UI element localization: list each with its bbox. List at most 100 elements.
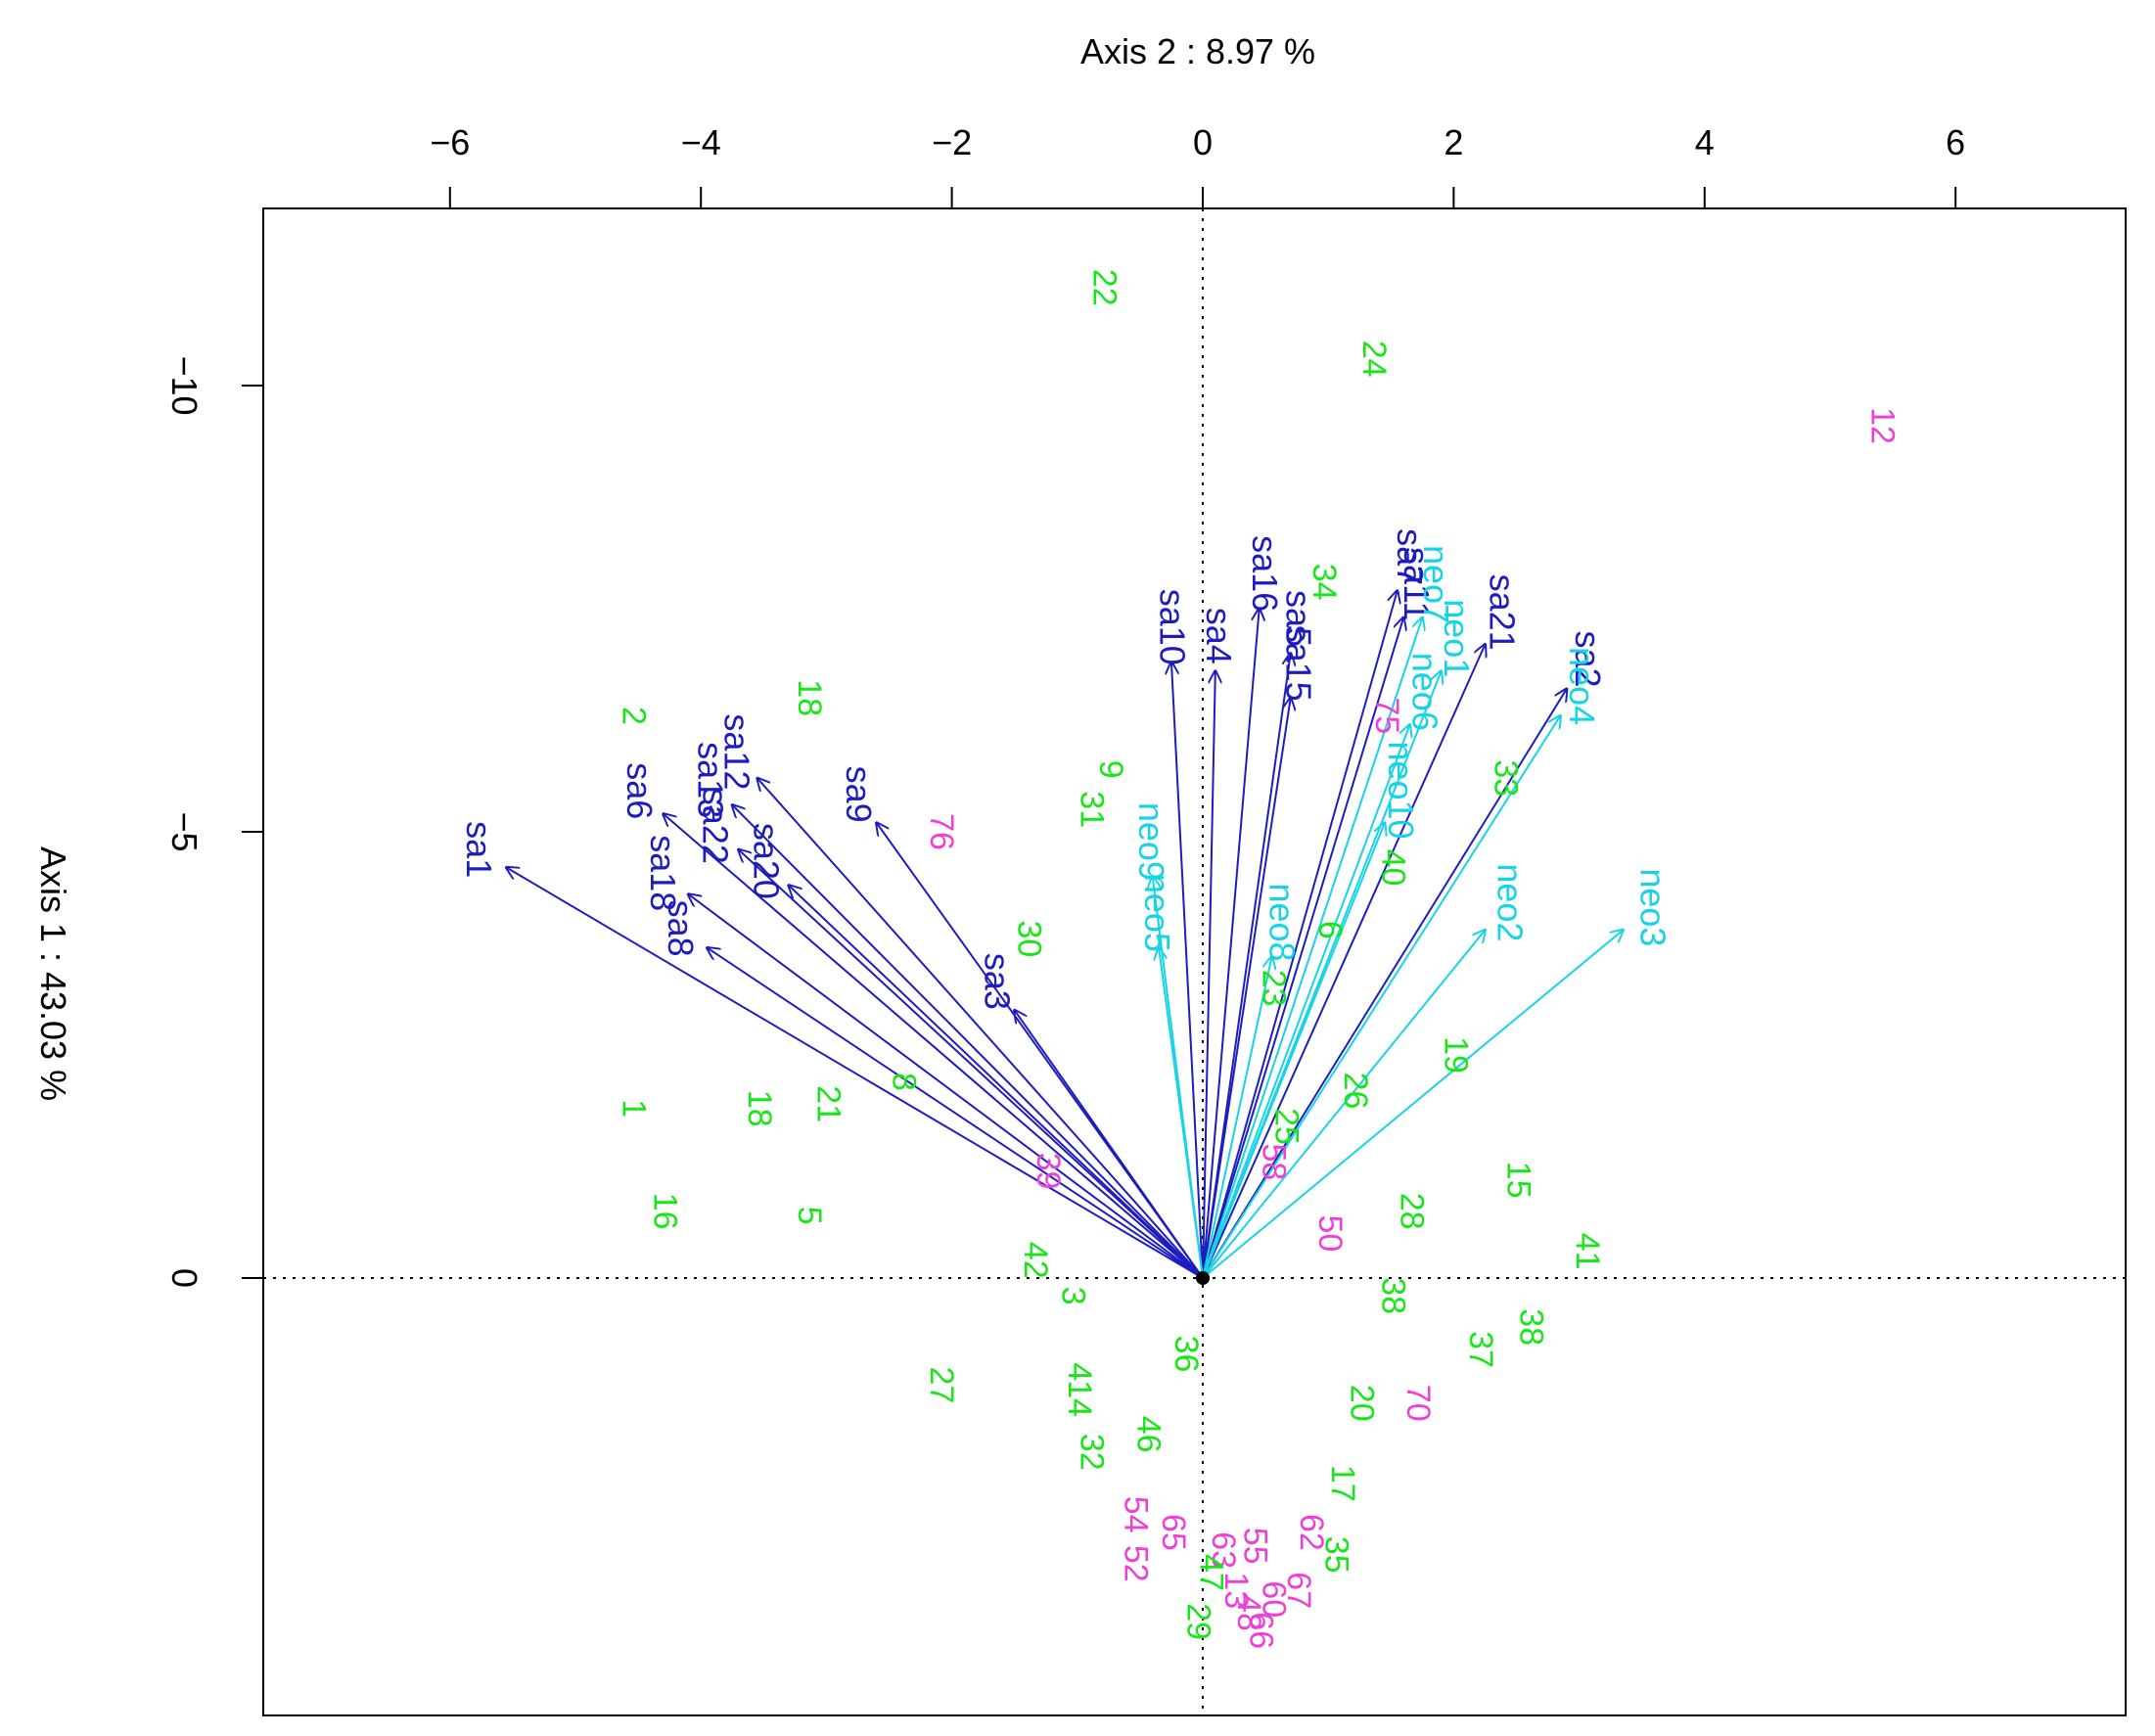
arrow-label-sa4: sa4 xyxy=(1199,608,1239,664)
y-tick-label: −5 xyxy=(164,811,205,851)
x-tick-label: −6 xyxy=(430,122,470,162)
arrow-label-sa9: sa9 xyxy=(839,766,879,823)
point-36: 36 xyxy=(1168,1336,1205,1373)
arrow-label-sa12: sa12 xyxy=(716,713,757,790)
arrow-sa10 xyxy=(1171,662,1204,1279)
arrow-neo5 xyxy=(1159,948,1204,1279)
point-32: 32 xyxy=(1074,1434,1111,1471)
arrow-label-sa20: sa20 xyxy=(746,823,786,899)
arrow-label-neo5: neo5 xyxy=(1137,874,1177,952)
arrow-sa5 xyxy=(1202,654,1291,1279)
arrow-neo2 xyxy=(1202,930,1485,1279)
point-65: 65 xyxy=(1155,1514,1192,1551)
arrow-label-sa10: sa10 xyxy=(1153,589,1193,665)
point-4: 4 xyxy=(1061,1362,1098,1381)
arrow-sa11 xyxy=(1202,617,1403,1279)
arrow-sa20 xyxy=(789,886,1204,1279)
arrow-label-neo9: neo9 xyxy=(1131,802,1171,881)
x-tick-label: 2 xyxy=(1444,122,1463,162)
point-15: 15 xyxy=(1500,1162,1537,1199)
point-38: 38 xyxy=(1512,1308,1549,1346)
point-67: 67 xyxy=(1280,1572,1317,1609)
point-55: 55 xyxy=(1236,1528,1273,1565)
arrow-label-neo4: neo4 xyxy=(1562,647,1602,725)
point-25: 25 xyxy=(1267,1108,1305,1145)
point-76: 76 xyxy=(923,813,960,850)
arrow-label-sa22: sa22 xyxy=(696,788,736,864)
arrow-sa8 xyxy=(708,948,1204,1279)
point-66: 66 xyxy=(1243,1612,1280,1649)
point-12: 12 xyxy=(1863,407,1901,444)
arrow-sa12 xyxy=(757,778,1204,1279)
point-75: 75 xyxy=(1368,697,1405,734)
point-50: 50 xyxy=(1311,1214,1349,1252)
arrow-sa6 xyxy=(664,814,1204,1279)
point-35: 35 xyxy=(1318,1536,1355,1574)
arrow-sa16 xyxy=(1202,609,1260,1279)
point-62: 62 xyxy=(1293,1514,1330,1551)
point-23: 23 xyxy=(1256,970,1293,1007)
arrow-sa13 xyxy=(732,805,1204,1279)
arrow-label-neo3: neo3 xyxy=(1633,868,1674,946)
arrow-label-neo8: neo8 xyxy=(1262,883,1303,961)
point-21: 21 xyxy=(809,1085,847,1122)
point-18: 18 xyxy=(791,679,828,716)
arrow-sa22 xyxy=(739,849,1204,1279)
arrow-neo8 xyxy=(1202,957,1272,1279)
point-60: 60 xyxy=(1256,1580,1293,1618)
y-tick-label: 0 xyxy=(164,1268,205,1288)
arrow-label-sa1: sa1 xyxy=(459,821,499,878)
arrow-label-neo1: neo1 xyxy=(1437,599,1477,677)
point-63: 63 xyxy=(1205,1531,1242,1569)
arrow-neo10 xyxy=(1202,823,1385,1279)
arrow-label-neo10: neo10 xyxy=(1381,741,1421,839)
x-tick-label: 6 xyxy=(1946,122,1965,162)
arrow-sa4 xyxy=(1202,671,1215,1279)
x-tick-label: −4 xyxy=(681,122,721,162)
x-tick-label: 0 xyxy=(1193,122,1213,162)
x-tick-label: 4 xyxy=(1695,122,1715,162)
point-48: 48 xyxy=(1230,1594,1267,1631)
arrow-sa1 xyxy=(506,867,1204,1279)
arrow-sa3 xyxy=(1015,1010,1204,1279)
point-2: 2 xyxy=(616,707,653,725)
y-ticks: −10 −5 0 xyxy=(164,355,263,1288)
origin-dot xyxy=(1196,1271,1210,1285)
point-18: 18 xyxy=(741,1090,778,1127)
y-tick-label: −10 xyxy=(164,355,205,415)
point-8: 8 xyxy=(885,1073,922,1091)
point-42: 42 xyxy=(1017,1242,1054,1279)
arrow-neo4 xyxy=(1202,715,1560,1279)
point-54: 54 xyxy=(1118,1496,1155,1533)
arrow-sa2 xyxy=(1202,689,1567,1279)
point-52: 52 xyxy=(1118,1545,1155,1582)
arrow-sa21 xyxy=(1202,644,1485,1279)
point-27: 27 xyxy=(923,1366,960,1403)
point-3: 3 xyxy=(1054,1287,1091,1305)
point-17: 17 xyxy=(1324,1465,1361,1502)
arrow-label-sa18: sa18 xyxy=(643,835,683,911)
x-tick-label: −2 xyxy=(932,122,972,162)
point-6: 6 xyxy=(1311,921,1349,939)
point-41: 41 xyxy=(1569,1233,1606,1270)
arrow-label-neo7: neo7 xyxy=(1416,545,1456,623)
point-1: 1 xyxy=(616,1099,653,1118)
point-46: 46 xyxy=(1129,1416,1167,1453)
arrow-label-sa21: sa21 xyxy=(1483,574,1523,651)
point-9: 9 xyxy=(1092,760,1129,779)
point-28: 28 xyxy=(1394,1193,1431,1230)
arrow-neo6 xyxy=(1202,725,1410,1279)
point-40: 40 xyxy=(1374,849,1411,887)
arrow-label-sa2: sa2 xyxy=(1568,630,1608,687)
arrow-label-sa15: sa15 xyxy=(1279,625,1319,702)
arrow-label-neo2: neo2 xyxy=(1490,863,1531,941)
arrow-label-sa13: sa13 xyxy=(690,742,730,818)
y-axis-title: Axis 1 : 43.03 % xyxy=(33,846,73,1101)
plot-frame xyxy=(262,207,2127,1716)
point-19: 19 xyxy=(1437,1036,1474,1074)
point-47: 47 xyxy=(1192,1554,1229,1591)
point-29: 29 xyxy=(1180,1603,1217,1640)
point-16: 16 xyxy=(647,1193,684,1230)
